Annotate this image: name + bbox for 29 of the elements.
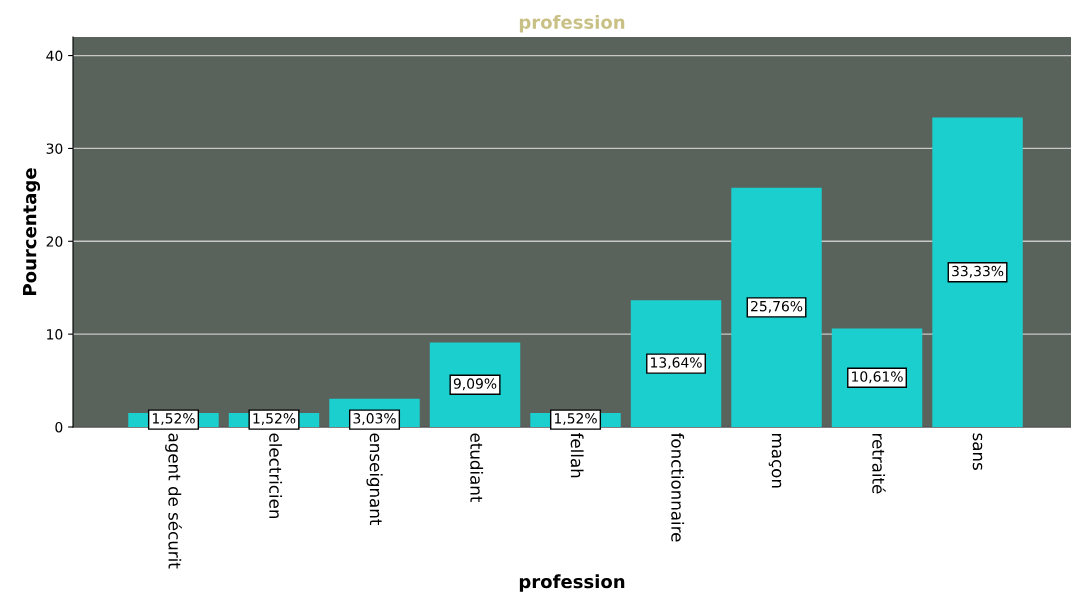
x-tick-label: agent de sécurit xyxy=(165,433,182,569)
data-label: 10,61% xyxy=(852,371,903,384)
data-label: 25,76% xyxy=(751,300,803,313)
y-tick-label: 20 xyxy=(46,236,63,247)
bar xyxy=(630,300,722,427)
data-label: 1,52% xyxy=(253,413,296,426)
y-tick-label: 30 xyxy=(46,143,63,154)
x-tick-label: etudiant xyxy=(470,433,484,503)
x-tick-label: fonctionnaire xyxy=(671,432,685,542)
y-axis-title: Pourcentage xyxy=(22,168,41,295)
x-tick-label: retraité xyxy=(872,434,886,494)
x-tick-label: sans xyxy=(972,433,983,470)
y-tick-label: 0 xyxy=(55,421,63,433)
x-tick-label: fellah xyxy=(570,432,584,478)
x-axis-title: profession xyxy=(519,574,625,592)
x-tick-label: maçon xyxy=(768,434,782,488)
data-label: 1,52% xyxy=(152,413,195,426)
x-tick-label: electricien xyxy=(269,433,283,519)
bar xyxy=(731,187,822,427)
x-tick-label: enseignant xyxy=(366,433,383,525)
y-tick-label: 40 xyxy=(46,50,63,62)
data-label: 13,64% xyxy=(651,357,702,370)
data-label: 33,33% xyxy=(952,265,1004,278)
y-tick-label: 10 xyxy=(47,329,63,340)
data-label: 3,03% xyxy=(353,413,396,426)
bar xyxy=(932,117,1023,427)
data-label: 1,52% xyxy=(554,413,597,426)
chart-title: profession xyxy=(519,14,625,33)
data-label: 9,09% xyxy=(453,378,497,391)
